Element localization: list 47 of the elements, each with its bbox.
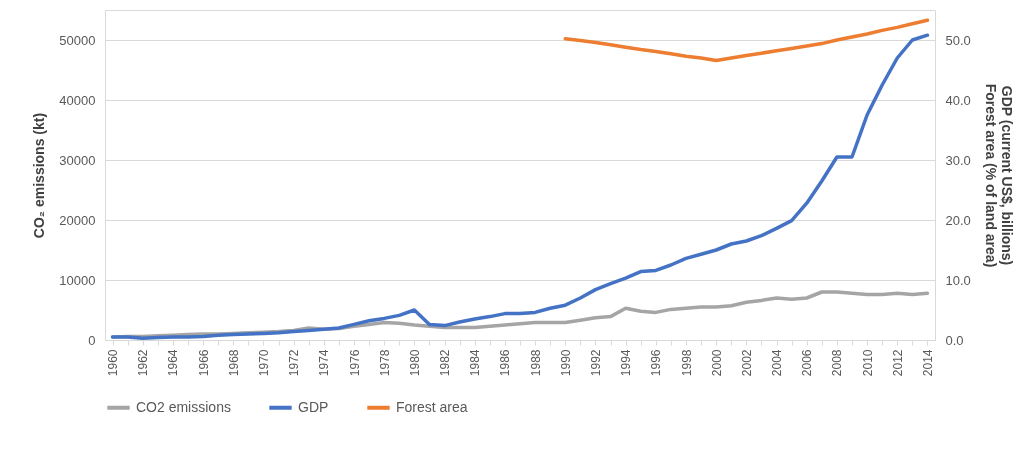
x-tick-label: 1998 — [679, 349, 694, 377]
legend-label: GDP — [298, 398, 329, 415]
x-tick-label: 1980 — [407, 349, 422, 377]
y2-tick-label: 40.0 — [945, 92, 971, 108]
x-tick-label: 2004 — [770, 349, 785, 377]
x-tick-label: 1994 — [619, 349, 634, 377]
x-tick-label: 2006 — [800, 349, 815, 377]
x-tick-label: 1986 — [498, 349, 513, 377]
x-tick-label: 1976 — [347, 349, 362, 377]
x-tick-label: 2008 — [830, 349, 845, 377]
y-tick-label: 0 — [88, 332, 96, 348]
x-tick-label: 1966 — [196, 349, 211, 377]
x-tick-label: 2000 — [709, 349, 724, 377]
y-tick-label: 30000 — [59, 152, 96, 168]
legend-label: CO2 emissions — [136, 398, 231, 415]
x-tick-label: 1962 — [136, 349, 151, 377]
y-tick-label: 50000 — [59, 32, 96, 48]
line-series — [563, 18, 930, 63]
legend-label: Forest area — [396, 398, 468, 415]
x-tick-label: 1992 — [588, 349, 603, 377]
x-tick-label: 2002 — [739, 349, 754, 377]
x-tick-label: 2012 — [890, 349, 905, 377]
y-tick-label: 20000 — [59, 212, 96, 228]
x-tick-label: 1982 — [438, 349, 453, 377]
y2-tick-label: 0.0 — [945, 332, 964, 348]
y2-axis-title: GDP (current US$, billions) Forest area (% of land area) — [982, 83, 1015, 268]
y-tick-label: 10000 — [59, 272, 96, 288]
y2-tick-label: 10.0 — [945, 272, 971, 288]
x-tick-label: 1960 — [106, 349, 121, 377]
x-tick-label: 1970 — [256, 349, 271, 377]
x-tick-label: 1984 — [468, 349, 483, 377]
line-series — [110, 33, 930, 340]
x-tick-label: 1968 — [226, 349, 241, 377]
y-axis-title: CO₂ emissions (kt) — [31, 112, 48, 239]
x-tick-label: 1996 — [649, 349, 664, 377]
x-tick-label: 1988 — [528, 349, 543, 377]
x-tick-label: 1972 — [287, 349, 302, 377]
x-tick-label: 1978 — [377, 349, 392, 377]
y2-tick-label: 20.0 — [945, 212, 971, 228]
x-tick-label: 1990 — [558, 349, 573, 377]
y2-tick-label: 50.0 — [945, 32, 971, 48]
x-tick-label: 1964 — [166, 349, 181, 377]
y2-tick-label: 30.0 — [945, 152, 971, 168]
x-tick-label: 2014 — [920, 349, 935, 377]
x-tick-label: 1974 — [317, 349, 332, 377]
y-tick-label: 40000 — [59, 92, 96, 108]
x-tick-label: 2010 — [860, 349, 875, 377]
